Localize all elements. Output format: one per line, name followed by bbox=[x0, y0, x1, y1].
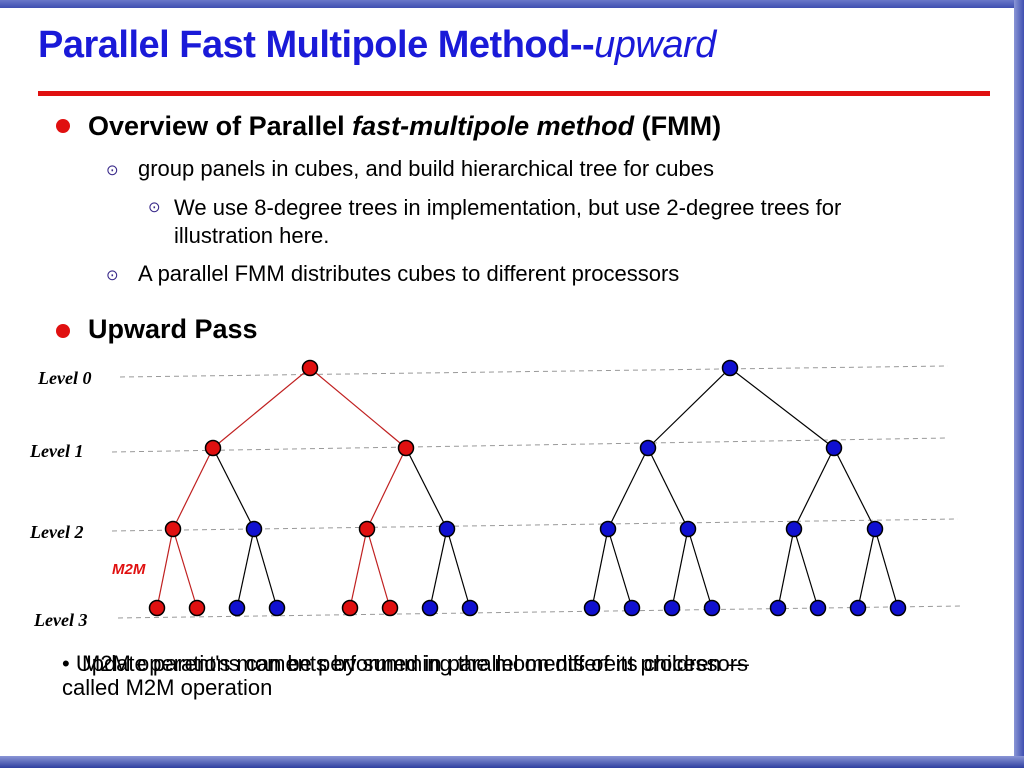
tree-node-red bbox=[188, 599, 206, 617]
edge bbox=[647, 447, 689, 530]
overview-prefix: Overview of Parallel bbox=[88, 111, 353, 141]
tree-node-blue bbox=[889, 599, 907, 617]
edge bbox=[607, 447, 649, 530]
tree-node-red bbox=[381, 599, 399, 617]
tree-node-blue bbox=[866, 520, 884, 538]
level-2-label: Level 2 bbox=[29, 522, 83, 542]
m2m-label: M2M bbox=[112, 561, 146, 578]
tree-node-blue bbox=[268, 599, 286, 617]
edge bbox=[793, 528, 819, 609]
edge bbox=[671, 528, 689, 609]
tree-node-blue bbox=[663, 599, 681, 617]
edge bbox=[366, 528, 391, 609]
tree-node-blue bbox=[809, 599, 827, 617]
edge bbox=[777, 528, 795, 609]
tree-node-red bbox=[204, 439, 222, 457]
title-italic: upward bbox=[594, 24, 716, 66]
circle-dot-bullet-icon: ⊙ bbox=[148, 199, 161, 216]
edge bbox=[729, 367, 835, 449]
bullet-dot-icon bbox=[56, 119, 70, 133]
bullet-upward-pass: Upward Pass bbox=[88, 314, 258, 344]
tree-node-blue bbox=[679, 520, 697, 538]
tree-node-blue bbox=[583, 599, 601, 617]
tree-node-blue bbox=[703, 599, 721, 617]
edge bbox=[309, 367, 407, 449]
tree-node-blue bbox=[623, 599, 641, 617]
tree-node-blue bbox=[421, 599, 439, 617]
level-2-guide-line bbox=[111, 518, 959, 532]
edge bbox=[429, 528, 448, 609]
tree-node-blue bbox=[599, 520, 617, 538]
note-overlapping-line: M2M operations can be performed in paral… bbox=[82, 651, 749, 676]
edge bbox=[212, 367, 311, 449]
level-0-guide-line bbox=[119, 365, 949, 378]
edge bbox=[405, 447, 448, 530]
edge bbox=[591, 528, 609, 609]
tree-node-red bbox=[358, 520, 376, 538]
level-0-label: Level 0 bbox=[37, 368, 91, 388]
level-3-label: Level 3 bbox=[33, 610, 87, 630]
edge bbox=[366, 447, 407, 530]
edge bbox=[793, 447, 835, 530]
tree-node-blue bbox=[245, 520, 263, 538]
bullet-distributes: A parallel FMM distributes cubes to diff… bbox=[138, 261, 680, 286]
edge bbox=[833, 447, 876, 530]
tree-node-blue bbox=[639, 439, 657, 457]
right-tree-edges bbox=[591, 367, 899, 609]
edge bbox=[687, 528, 713, 609]
tree-node-blue bbox=[438, 520, 456, 538]
tree-node-blue bbox=[849, 599, 867, 617]
note-line-2: called M2M operation bbox=[62, 675, 273, 700]
tree-node-blue bbox=[785, 520, 803, 538]
edge bbox=[349, 528, 368, 609]
edge bbox=[253, 528, 278, 609]
tree-node-blue bbox=[769, 599, 787, 617]
slide-title: Parallel Fast Multipole Method--upward bbox=[38, 24, 716, 67]
bullet-degree-trees: We use 8-degree trees in implementation,… bbox=[174, 195, 842, 248]
title-main: Parallel Fast Multipole Method-- bbox=[38, 24, 595, 66]
edge bbox=[874, 528, 899, 609]
tree-node-red bbox=[397, 439, 415, 457]
left-tree-nodes bbox=[148, 359, 479, 617]
edge bbox=[172, 528, 198, 609]
slide-frame-bottom bbox=[0, 756, 1024, 768]
bullet-overview: Overview of Parallel fast-multipole meth… bbox=[88, 111, 721, 142]
tree-node-blue bbox=[721, 359, 739, 377]
edge bbox=[212, 447, 255, 530]
edge bbox=[172, 447, 214, 530]
slide-frame-top bbox=[0, 0, 1024, 8]
bullet-group-panels: group panels in cubes, and build hierarc… bbox=[138, 156, 715, 181]
edge bbox=[156, 528, 174, 609]
edge bbox=[607, 528, 633, 609]
edge bbox=[647, 367, 731, 449]
left-tree-edges bbox=[156, 367, 471, 609]
tree-node-red bbox=[341, 599, 359, 617]
level-1-guide-line bbox=[111, 437, 949, 453]
edge bbox=[236, 528, 255, 609]
tree-node-red bbox=[148, 599, 166, 617]
tree-node-blue bbox=[228, 599, 246, 617]
right-tree-nodes bbox=[583, 359, 907, 617]
title-underline bbox=[38, 91, 990, 96]
bullet-dot-icon bbox=[56, 324, 70, 338]
note-line-1: • Update parent's moments by summing the… bbox=[62, 651, 749, 676]
level-1-label: Level 1 bbox=[29, 441, 83, 461]
slide-frame-right bbox=[1014, 0, 1024, 768]
level-guide-lines bbox=[111, 365, 963, 619]
edge bbox=[857, 528, 876, 609]
tree-node-red bbox=[164, 520, 182, 538]
tree-node-blue bbox=[825, 439, 843, 457]
circle-dot-bullet-icon: ⊙ bbox=[106, 267, 119, 284]
overview-suffix: (FMM) bbox=[634, 111, 722, 141]
edge bbox=[446, 528, 471, 609]
overview-italic: fast-multipole method bbox=[352, 111, 635, 141]
tree-node-red bbox=[301, 359, 319, 377]
tree-node-blue bbox=[461, 599, 479, 617]
circle-dot-bullet-icon: ⊙ bbox=[106, 162, 119, 179]
